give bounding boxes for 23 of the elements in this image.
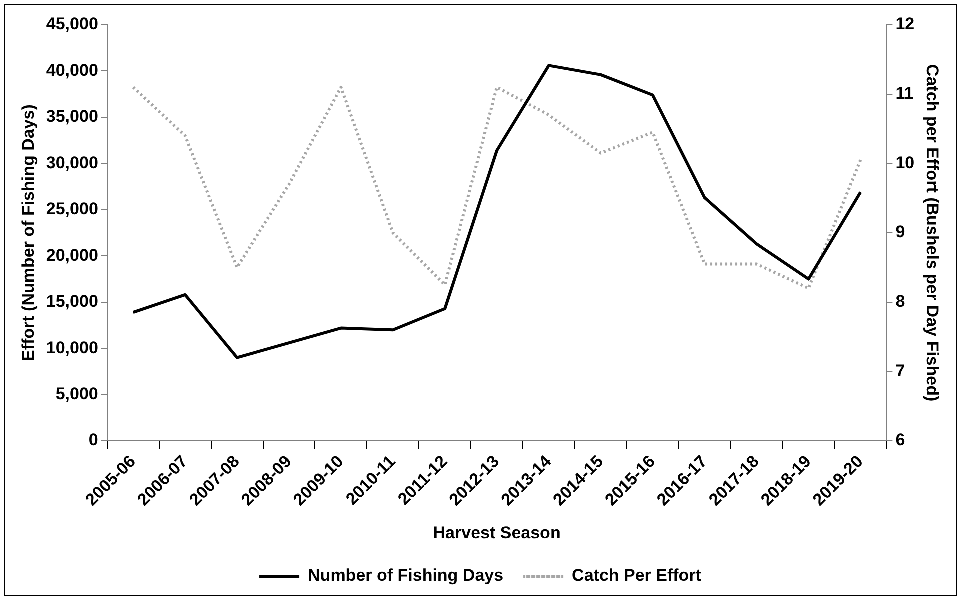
y-tick-label: 35,000 [46, 107, 98, 126]
legend-label: Catch Per Effort [572, 566, 702, 586]
y2-tick-label: 8 [896, 292, 906, 312]
y-tick-label: 5,000 [56, 384, 98, 404]
y2-tick-label: 12 [896, 14, 915, 34]
y2-tick-label: 10 [896, 153, 915, 172]
y-tick-label: 30,000 [46, 153, 98, 172]
y2-tick-label: 7 [896, 361, 906, 380]
x-axis-title: Harvest Season [433, 523, 561, 542]
y-tick-label: 15,000 [46, 292, 98, 312]
y2-tick-label: 6 [896, 430, 906, 450]
y-tick-label: 25,000 [46, 200, 98, 219]
y2-tick-label: 9 [896, 222, 906, 242]
y-tick-label: 40,000 [46, 60, 98, 80]
y-tick-label: 0 [88, 430, 98, 450]
y-tick-label: 10,000 [46, 338, 98, 358]
y-tick-label: 20,000 [46, 246, 98, 265]
legend-label: Number of Fishing Days [308, 566, 504, 586]
y2-tick-label: 11 [896, 84, 914, 104]
y2-axis-title: Catch per Effort (Bushels per Day Fished) [923, 64, 942, 402]
y-axis-title: Effort (Number of Fishing Days) [18, 104, 38, 362]
y-tick-label: 45,000 [46, 14, 98, 34]
line-series [132, 86, 862, 290]
